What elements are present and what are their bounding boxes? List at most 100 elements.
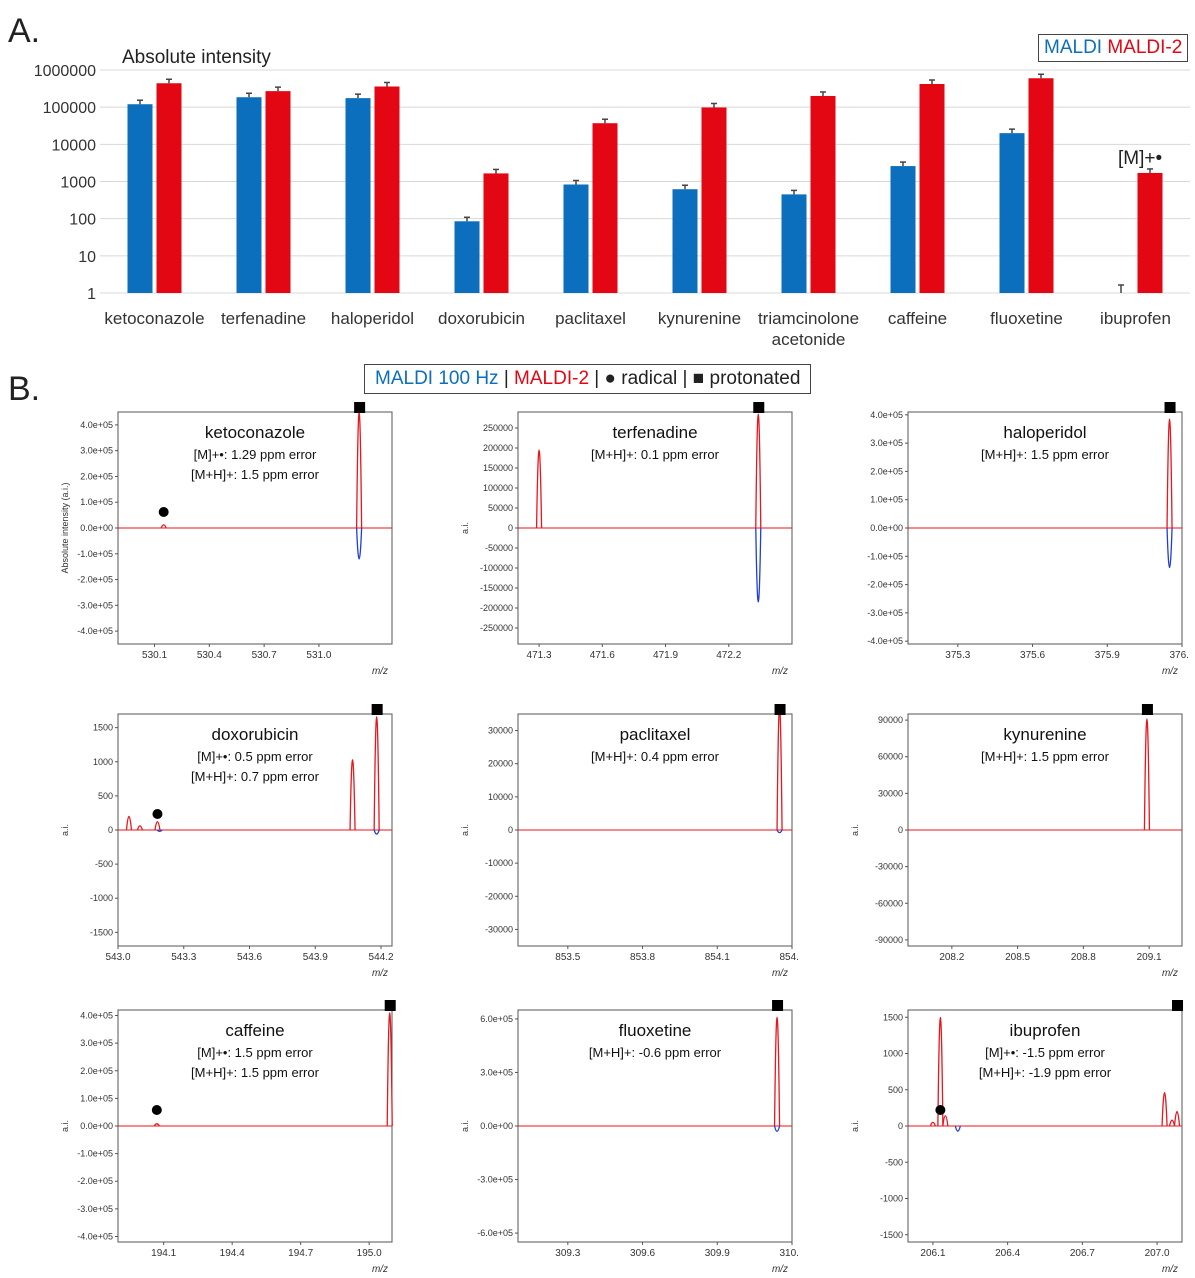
error-annotation: [M+H]+: 1.5 ppm error [191,1065,320,1080]
y-tick-label: -500 [95,859,113,869]
y-tick-label: -90000 [875,935,903,945]
y-axis-title: a.i. [460,1120,470,1132]
legend-separator: | [503,368,509,389]
bar-maldi2 [374,86,400,293]
x-axis-title: m/z [772,1264,788,1275]
x-tick-label: 530.4 [197,650,222,661]
legend-separator: | [682,368,688,389]
y-tick-label: 0 [508,523,513,533]
y-tick-label: 20000 [488,759,513,769]
peak-maldi [773,1125,781,1133]
protonated-marker-icon [753,402,765,413]
y-tick-label: -6.0e+05 [477,1228,513,1238]
peak-maldi2 [160,524,167,529]
y-tick-label: 1000 [883,1049,903,1059]
x-tick-label: 206.1 [920,1248,945,1259]
spectrum-terfenadine: 250000 200000 150000 100000 50000 0 -50000 -100… [460,402,793,677]
y-tick-label: -1.0e+05 [867,551,903,561]
y-tick-label: -3.0e+05 [77,600,113,610]
y-tick-label: 500 [98,791,113,801]
x-tick-label: fluoxetine [990,309,1063,328]
radical-marker-icon [935,1105,946,1115]
radical-marker-icon [158,507,169,517]
y-tick-label: 4.0e+05 [870,410,903,420]
x-tick-label: 854.4 [779,952,798,963]
error-annotation: [M+H]+: -0.6 ppm error [589,1045,722,1060]
error-annotation: [M+H]+: 1.5 ppm error [191,467,320,482]
panel-b-label: B. [8,370,41,408]
x-tick-label: 194.1 [151,1248,176,1259]
legend-panel-b: MALDI 100 Hz | MALDI-2 | ● radical | ■ p… [364,364,812,394]
spectrum-title: haloperidol [1003,423,1086,442]
x-tick-label: triamcinolone [758,309,859,328]
x-tick-label: 543.6 [237,952,262,963]
spectrum-title: ketoconazole [205,423,305,442]
bar-maldi [672,189,698,293]
y-tick-label: -200000 [480,603,513,613]
y-tick-label: -2.0e+05 [77,1176,113,1186]
x-tick-label: caffeine [888,309,947,328]
y-tick-label: 0.0e+00 [870,523,903,533]
error-annotation: [M+H]+: 0.4 ppm error [591,749,720,764]
peak-maldi2 [153,1123,160,1127]
spectrum-title: caffeine [225,1021,284,1040]
y-tick-label: 6.0e+05 [480,1014,513,1024]
y-tick-label: 150000 [483,463,513,473]
y-tick-label: 2.0e+05 [870,466,903,476]
x-tick-label: ketoconazole [104,309,204,328]
panel-a-label: A. [8,12,41,50]
y-tick-label: -3.0e+05 [867,608,903,618]
y-axis-title: a.i. [850,824,860,836]
peak-maldi2 [1161,1092,1168,1127]
peak-maldi2 [386,1012,393,1127]
error-annotation: [M]+•: 1.29 ppm error [194,447,317,462]
legend-maldi2-label: MALDI-2 [1107,37,1183,58]
legend-maldi-label: MALDI [1044,37,1103,58]
legend-separator: | [594,368,600,389]
spectrum-haloperidol: 4.0e+05 3.0e+05 2.0e+05 1.0e+05 0.0e+00 -1.0e… [867,402,1188,677]
y-tick-label: 10000 [488,792,513,802]
y-tick-label: 1500 [883,1012,903,1022]
y-tick-label: 90000 [878,715,903,725]
x-tick-label: 543.0 [105,952,130,963]
peak-maldi2 [942,1115,949,1127]
peak-maldi [1166,527,1173,568]
bar-chart-absolute-intensity: Absolute intensity 1 10 100 1000 10000 100000 1… [34,47,1190,349]
peak-maldi2 [755,413,762,529]
bar-maldi [781,194,807,293]
legend-panel-a: MALDI MALDI-2 [1038,34,1189,62]
spectrum-ibuprofen: 1500 1000 500 0 -500 -1000 -1500 206.1 206.4 206.… [850,1000,1184,1275]
y-tick-label: 3.0e+05 [870,438,903,448]
protonated-marker-icon [1141,704,1153,715]
y-tick-label: 1.0e+05 [870,495,903,505]
y-tick-label: -1000 [880,1194,903,1204]
y-tick-label: 60000 [878,752,903,762]
y-tick-label: 30000 [878,788,903,798]
peak-maldi2 [1166,418,1173,529]
y-tick-label: 0 [508,825,513,835]
y-tick-label: -2.0e+05 [77,575,113,585]
x-tick-label: 194.4 [220,1248,245,1259]
y-tick-label: 1000 [60,175,96,192]
y-axis-title: Absolute intensity (a.i.) [60,482,70,573]
peak-maldi2 [136,825,144,831]
x-tick-label: 530.1 [142,650,167,661]
y-axis-title: a.i. [60,1120,70,1132]
bar-maldi2 [592,123,618,293]
peak-maldi2 [154,821,161,831]
bar-maldi2 [810,95,836,293]
peak-maldi2 [776,707,783,831]
peak-maldi2 [535,449,543,529]
x-tick-label: 310.2 [779,1248,798,1259]
peak-maldi2 [125,815,133,831]
legend-maldi100-label: MALDI 100 Hz [375,368,499,389]
y-tick-label: -4.0e+05 [77,1231,113,1241]
legend-protonated-label: protonated [709,368,801,389]
y-tick-label: 2.0e+05 [80,1066,113,1076]
bar-maldi [236,97,262,293]
protonated-marker-icon [384,1000,396,1011]
x-axis-title: m/z [372,968,388,979]
protonated-marker-icon [354,402,366,413]
y-tick-label: 0 [898,1121,903,1131]
bar-maldi2 [483,173,509,293]
